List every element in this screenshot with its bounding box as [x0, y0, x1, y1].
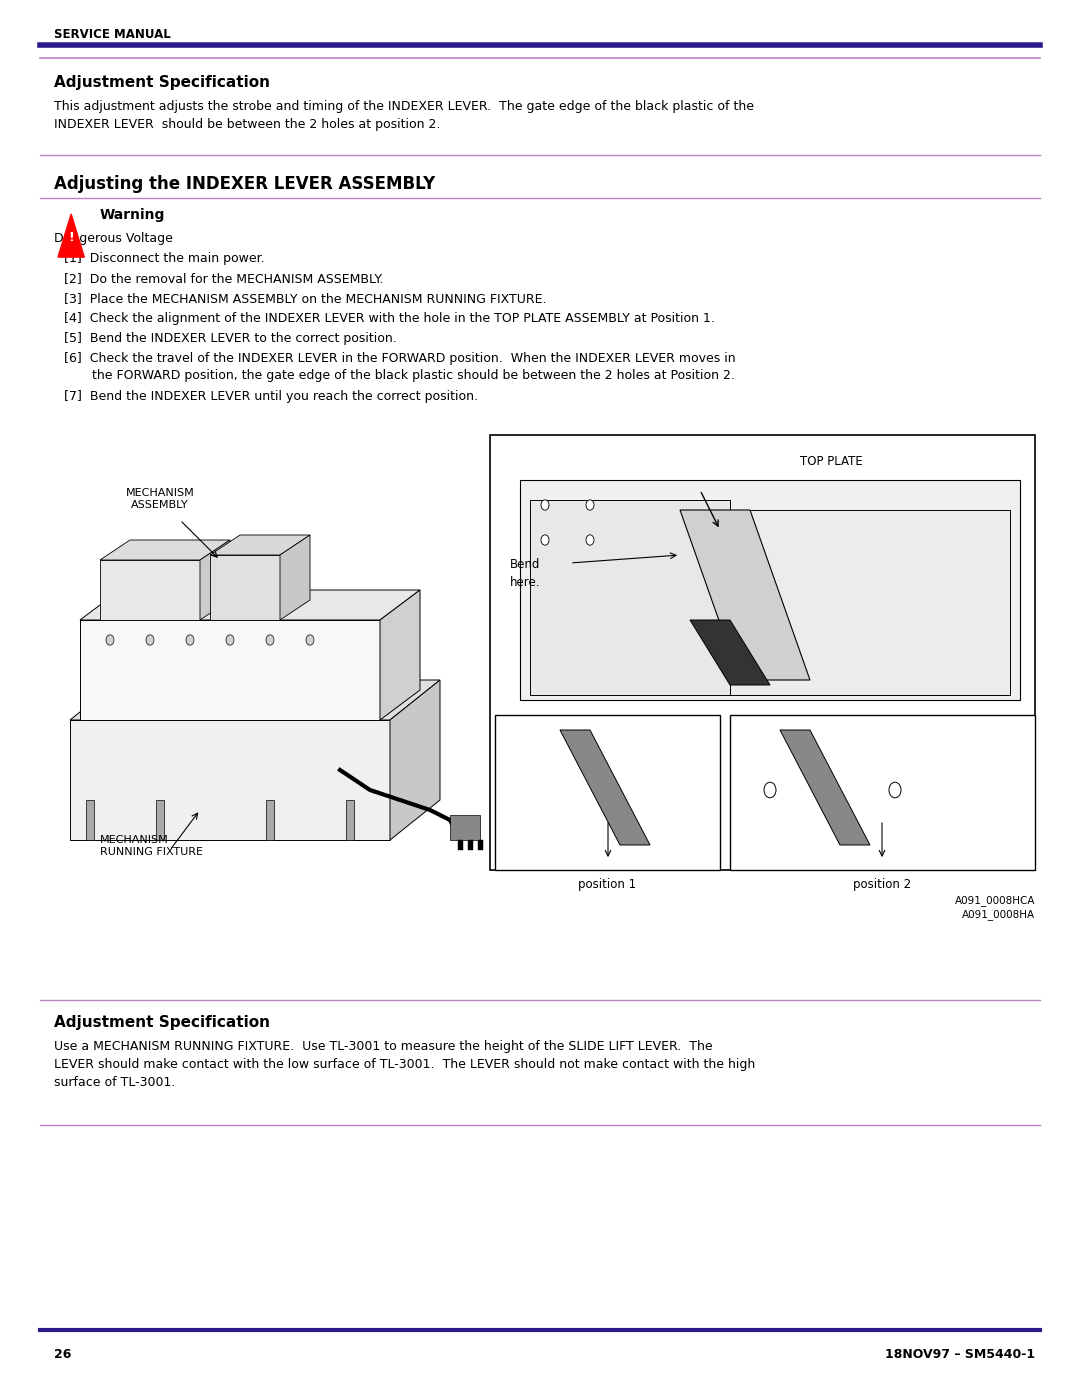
Text: [7]  Bend the INDEXER LEVER until you reach the correct position.: [7] Bend the INDEXER LEVER until you rea… — [64, 390, 478, 402]
Text: Adjustment Specification: Adjustment Specification — [54, 1016, 270, 1030]
Polygon shape — [780, 731, 870, 845]
Text: 26: 26 — [54, 1348, 71, 1361]
Bar — [450, 814, 480, 840]
Text: Warning: Warning — [100, 208, 165, 222]
Bar — [266, 800, 274, 840]
Text: TOP PLATE: TOP PLATE — [800, 455, 863, 468]
Polygon shape — [70, 719, 390, 840]
Text: 18NOV97 – SM5440-1: 18NOV97 – SM5440-1 — [885, 1348, 1035, 1361]
Text: MECHANISM
ASSEMBLY: MECHANISM ASSEMBLY — [125, 488, 194, 510]
Bar — [730, 510, 1010, 694]
Polygon shape — [80, 590, 420, 620]
Polygon shape — [100, 560, 200, 620]
Circle shape — [306, 634, 314, 645]
Text: A091_0008HCA
A091_0008HA: A091_0008HCA A091_0008HA — [955, 895, 1035, 921]
Bar — [40, 420, 1040, 875]
Bar — [346, 800, 354, 840]
Polygon shape — [690, 620, 770, 685]
Circle shape — [266, 634, 274, 645]
Circle shape — [541, 535, 549, 545]
Text: Adjustment Specification: Adjustment Specification — [54, 75, 270, 89]
Text: [5]  Bend the INDEXER LEVER to the correct position.: [5] Bend the INDEXER LEVER to the correc… — [64, 332, 396, 345]
Polygon shape — [380, 590, 420, 719]
Polygon shape — [58, 214, 84, 257]
Circle shape — [226, 634, 234, 645]
Circle shape — [146, 634, 154, 645]
Bar — [458, 840, 463, 849]
Polygon shape — [200, 541, 230, 620]
Polygon shape — [680, 510, 810, 680]
Bar — [478, 840, 483, 849]
Polygon shape — [519, 481, 1020, 700]
Text: [2]  Do the removal for the MECHANISM ASSEMBLY.: [2] Do the removal for the MECHANISM ASS… — [64, 272, 383, 285]
Polygon shape — [280, 535, 310, 620]
Text: [1]  Disconnect the main power.: [1] Disconnect the main power. — [64, 251, 265, 265]
Circle shape — [889, 782, 901, 798]
Circle shape — [106, 634, 114, 645]
Text: position 1: position 1 — [578, 877, 636, 891]
Circle shape — [541, 500, 549, 510]
Polygon shape — [210, 555, 280, 620]
Text: position 2: position 2 — [853, 877, 912, 891]
Text: Dangerous Voltage: Dangerous Voltage — [54, 232, 173, 244]
Text: !: ! — [68, 231, 75, 244]
Bar — [86, 800, 94, 840]
Circle shape — [586, 500, 594, 510]
Text: Use a MECHANISM RUNNING FIXTURE.  Use TL-3001 to measure the height of the SLIDE: Use a MECHANISM RUNNING FIXTURE. Use TL-… — [54, 1039, 755, 1090]
Circle shape — [186, 634, 194, 645]
Polygon shape — [70, 680, 440, 719]
Circle shape — [764, 782, 777, 798]
Text: MECHANISM
RUNNING FIXTURE: MECHANISM RUNNING FIXTURE — [100, 835, 203, 856]
Text: This adjustment adjusts the strobe and timing of the INDEXER LEVER.  The gate ed: This adjustment adjusts the strobe and t… — [54, 101, 754, 131]
Text: SERVICE MANUAL: SERVICE MANUAL — [54, 28, 171, 41]
Polygon shape — [100, 541, 230, 560]
Text: Bend
here.: Bend here. — [510, 557, 540, 590]
Polygon shape — [210, 535, 310, 555]
Text: Adjusting the INDEXER LEVER ASSEMBLY: Adjusting the INDEXER LEVER ASSEMBLY — [54, 175, 435, 193]
Text: [6]  Check the travel of the INDEXER LEVER in the FORWARD position.  When the IN: [6] Check the travel of the INDEXER LEVE… — [64, 352, 735, 381]
Bar — [730, 715, 1035, 870]
Circle shape — [586, 535, 594, 545]
Polygon shape — [561, 731, 650, 845]
Bar — [468, 840, 473, 849]
Bar — [490, 434, 1035, 870]
Bar — [156, 800, 164, 840]
Bar — [530, 500, 730, 694]
Text: [3]  Place the MECHANISM ASSEMBLY on the MECHANISM RUNNING FIXTURE.: [3] Place the MECHANISM ASSEMBLY on the … — [64, 292, 546, 305]
Polygon shape — [390, 680, 440, 840]
Bar — [495, 715, 720, 870]
Polygon shape — [80, 620, 380, 719]
Text: [4]  Check the alignment of the INDEXER LEVER with the hole in the TOP PLATE ASS: [4] Check the alignment of the INDEXER L… — [64, 312, 715, 326]
